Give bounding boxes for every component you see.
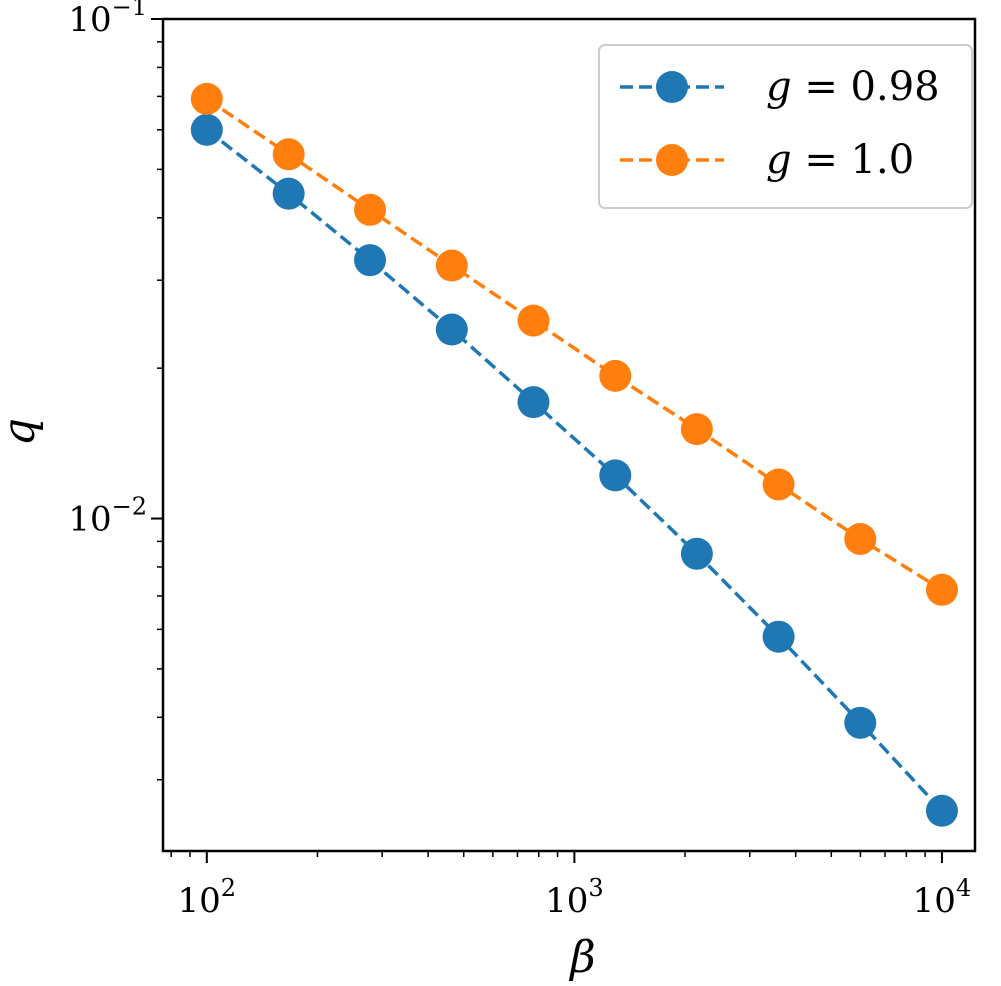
data-point [762,468,795,501]
series-1 [190,82,958,606]
series-line [205,128,944,812]
x-tick-label: 104 [913,874,972,921]
x-tick-label-exponent: 4 [956,874,971,902]
data-point [925,573,958,606]
legend-label-value: = 0.98 [792,64,940,110]
data-point [272,177,305,210]
data-point [844,706,877,739]
data-point [680,413,713,446]
data-point [925,794,958,827]
y-tick-label-exponent: −1 [112,0,147,21]
x-axis-label: β [568,932,595,983]
data-point [354,193,387,226]
x-tick-label: 102 [178,874,237,921]
data-point [190,82,223,115]
y-tick-label-base: 10 [68,500,111,540]
y-tick-label: 10−1 [68,0,147,40]
x-tick-label: 103 [545,874,604,921]
x-tick-label-base: 10 [178,881,221,921]
legend-item: g = 1.0 [620,137,914,183]
data-point [435,313,468,346]
data-point [599,459,632,492]
legend-label: g = 1.0 [766,137,914,183]
data-point [762,620,795,653]
y-tick-label: 10−2 [68,493,147,540]
x-tick-label-exponent: 3 [588,874,603,902]
data-point [680,537,713,570]
legend-label-value: = 1.0 [792,137,915,183]
legend-item: g = 0.98 [620,64,940,110]
x-tick-label-exponent: 2 [221,874,236,902]
y-tick-label-exponent: −2 [112,493,147,521]
data-point [435,249,468,282]
data-point [272,138,305,171]
legend-label-variable: g [766,64,792,110]
y-axis-label: q [0,418,45,446]
data-point [599,359,632,392]
series-layer [190,82,958,827]
data-point [190,113,223,146]
series-line [205,97,943,592]
data-point [517,304,550,337]
legend: g = 0.98g = 1.0 [598,44,973,209]
data-point [517,386,550,419]
y-tick-label-base: 10 [68,0,111,40]
legend-marker [656,144,688,176]
legend-label: g = 0.98 [766,64,940,110]
x-tick-label-base: 10 [545,881,588,921]
data-point [354,244,387,277]
plot-frame [161,17,977,853]
series-0 [190,113,958,827]
legend-frame [598,44,973,209]
legend-label-variable: g [766,137,792,183]
x-tick-label-base: 10 [913,881,956,921]
legend-marker [656,71,688,103]
data-point [844,522,877,555]
